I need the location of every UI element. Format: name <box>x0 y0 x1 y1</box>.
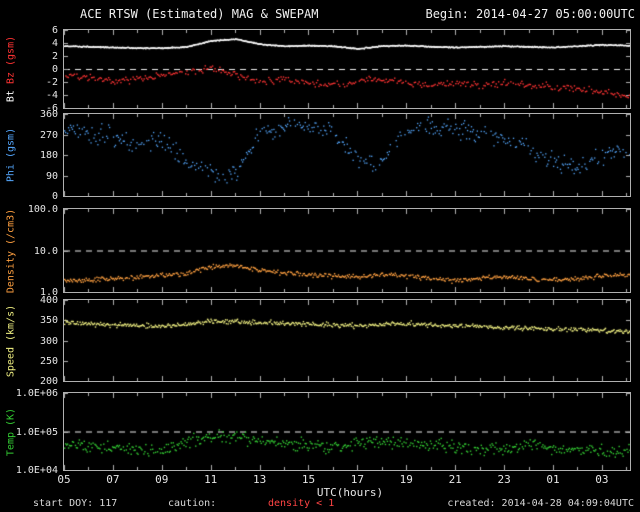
y-tick-label-temp: 1.0E+04 <box>15 465 58 476</box>
caution-label: caution: <box>168 498 217 509</box>
y-tick-label-mag: 6 <box>51 25 58 36</box>
y-axis-label-speed: Speed (km/s) <box>6 304 17 376</box>
y-tick-label-temp: 1.0E+05 <box>15 426 58 438</box>
y-axis-label-part: Temp (K) <box>5 407 17 456</box>
start-doy-label: start DOY: 117 <box>33 498 118 509</box>
x-tick-label: 11 <box>204 473 218 486</box>
y-tick-label-phi: 270 <box>39 129 58 141</box>
y-tick-label-phi: 180 <box>39 150 58 161</box>
x-tick-label: 13 <box>252 473 267 486</box>
y-tick-label-speed: 250 <box>39 355 58 367</box>
x-tick-label: 19 <box>399 473 413 486</box>
panel-density-canvas <box>64 209 630 292</box>
panel-speed <box>63 299 631 382</box>
x-axis-label: UTC(hours) <box>316 486 384 499</box>
begin-timestamp: Begin: 2014-04-27 05:00:00UTC <box>425 7 635 21</box>
y-axis-label-part: Bz (gsm) <box>5 35 17 85</box>
y-tick-label-density: 100.0 <box>27 204 58 215</box>
y-tick-label-mag: 4 <box>51 38 58 49</box>
y-tick-label-speed: 400 <box>39 295 58 306</box>
y-tick-label-mag: -2 <box>45 77 58 88</box>
y-axis-label-part: Phi (gsm) <box>5 127 17 183</box>
y-axis-label-temp: Temp (K) <box>6 407 17 455</box>
x-tick-label: 01 <box>546 473 560 486</box>
y-axis-label-phi: Phi (gsm) <box>6 128 17 182</box>
y-tick-label-phi: 360 <box>39 109 58 120</box>
y-tick-label-speed: 300 <box>39 335 58 347</box>
y-tick-label-temp: 1.0E+06 <box>15 388 58 399</box>
caution-value: density < 1 <box>268 498 335 509</box>
panel-temp-canvas <box>64 393 630 470</box>
panel-mag-canvas <box>64 30 630 108</box>
y-axis-label-part: Density (/cm3) <box>5 208 17 293</box>
panel-phi <box>63 113 631 197</box>
y-tick-label-phi: 0 <box>51 191 58 202</box>
panel-temp <box>63 392 631 471</box>
panel-density <box>63 208 631 293</box>
x-tick-label: 15 <box>301 473 316 486</box>
y-axis-label-part: Bt <box>5 84 17 103</box>
y-tick-label-mag: 0 <box>51 64 58 75</box>
y-tick-label-density: 10.0 <box>33 245 58 257</box>
y-tick-label-phi: 90 <box>45 170 58 182</box>
panel-mag <box>63 29 631 109</box>
x-tick-label: 17 <box>350 473 365 486</box>
y-tick-label-mag: -6 <box>45 103 58 114</box>
y-tick-label-mag: 2 <box>51 51 58 62</box>
created-timestamp: created: 2014-04-28 04:09:04UTC <box>447 498 634 509</box>
chart-title: ACE RTSW (Estimated) MAG & SWEPAM <box>80 7 319 21</box>
y-axis-label-part: Speed (km/s) <box>5 304 17 377</box>
y-tick-label-mag: -4 <box>45 90 58 101</box>
y-tick-label-density: 1.0 <box>39 287 58 298</box>
panel-phi-canvas <box>64 114 630 196</box>
y-axis-label-mag: Bt Bz (gsm) <box>6 36 17 102</box>
x-tick-label: 09 <box>155 473 169 486</box>
x-tick-label: 23 <box>497 473 511 486</box>
y-tick-label-speed: 200 <box>39 376 58 387</box>
x-tick-label: 03 <box>595 473 609 486</box>
x-tick-label: 07 <box>106 473 120 486</box>
x-tick-label: 21 <box>448 473 462 486</box>
y-axis-label-density: Density (/cm3) <box>6 208 17 292</box>
y-tick-label-speed: 350 <box>39 315 58 327</box>
panel-speed-canvas <box>64 300 630 381</box>
x-tick-label: 05 <box>57 473 71 486</box>
